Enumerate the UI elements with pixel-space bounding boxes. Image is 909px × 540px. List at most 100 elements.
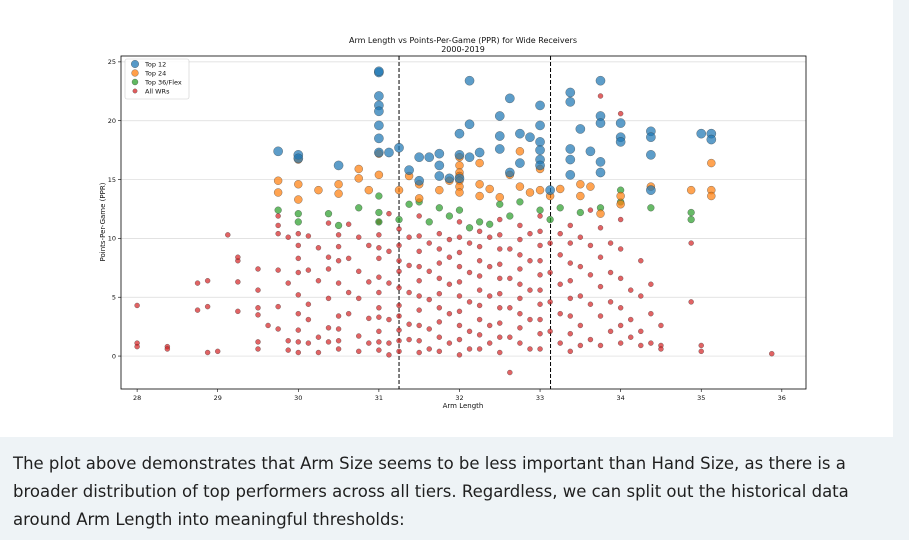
point-s3-26 <box>275 267 281 273</box>
point-s3-221 <box>567 313 573 319</box>
point-s3-198 <box>537 228 543 234</box>
point-s0-5 <box>374 66 384 77</box>
point-s3-127 <box>436 260 442 266</box>
point-s3-181 <box>507 334 513 340</box>
point-s0-58 <box>646 132 656 142</box>
point-s2-9 <box>395 216 403 224</box>
point-s2-28 <box>687 208 695 217</box>
point-s3-83 <box>376 289 382 296</box>
legend-marker-top12 <box>131 60 139 68</box>
point-s3-211 <box>557 231 563 237</box>
y-tick-label-4: 20 <box>108 117 116 125</box>
point-s3-111 <box>416 233 422 239</box>
chart-subtitle: 2000-2019 <box>441 45 485 54</box>
point-s3-267 <box>698 348 704 354</box>
point-s0-35 <box>535 100 545 111</box>
point-s3-86 <box>376 328 382 334</box>
point-s3-133 <box>436 348 442 354</box>
point-s3-158 <box>476 287 483 293</box>
point-s0-16 <box>424 152 434 162</box>
point-s3-204 <box>537 316 543 323</box>
point-s3-64 <box>335 346 342 352</box>
point-s3-244 <box>617 111 624 117</box>
point-s3-205 <box>537 331 543 337</box>
point-s3-225 <box>577 263 584 270</box>
point-s3-176 <box>497 334 503 340</box>
point-s3-233 <box>587 336 594 343</box>
point-s3-35 <box>295 255 301 262</box>
scatter-chart: Arm Length vs Points-Per-Game (PPR) for … <box>99 36 807 410</box>
point-s3-219 <box>567 278 573 284</box>
point-s3-125 <box>436 231 442 237</box>
point-s0-12 <box>384 147 394 158</box>
point-s3-186 <box>517 266 523 272</box>
point-s3-174 <box>497 305 503 311</box>
legend-marker-top36 <box>131 78 139 86</box>
point-s3-46 <box>305 340 312 346</box>
point-s3-168 <box>497 216 503 223</box>
point-s3-33 <box>295 231 301 237</box>
point-s3-156 <box>476 258 483 264</box>
point-s3-157 <box>476 273 483 279</box>
point-s3-143 <box>456 279 463 285</box>
point-s0-17 <box>434 148 445 159</box>
point-s3-182 <box>507 369 513 376</box>
point-s3-25 <box>275 231 281 237</box>
point-s2-6 <box>375 192 383 200</box>
point-s3-175 <box>497 320 503 326</box>
point-s1-24 <box>455 188 464 197</box>
point-s3-50 <box>315 349 322 356</box>
point-s3-230 <box>587 242 594 249</box>
point-s3-177 <box>497 349 503 356</box>
point-s0-15 <box>414 152 424 162</box>
point-s0-13 <box>394 143 404 153</box>
point-s0-9 <box>374 120 384 131</box>
point-s3-241 <box>607 269 614 276</box>
x-axis-label: Arm Length <box>443 402 484 410</box>
point-s1-35 <box>535 185 545 195</box>
point-s1-12 <box>374 170 384 179</box>
point-s1-6 <box>334 180 343 189</box>
point-s1-47 <box>707 191 716 201</box>
point-s3-154 <box>476 228 483 234</box>
point-s3-100 <box>396 302 402 309</box>
point-s3-134 <box>446 236 453 243</box>
x-tick-label-1: 29 <box>214 394 222 402</box>
point-s0-20 <box>444 173 455 184</box>
point-s2-29 <box>687 216 695 224</box>
point-s2-27 <box>647 204 655 212</box>
legend-box <box>124 58 190 100</box>
point-s3-77 <box>366 340 372 346</box>
point-s0-10 <box>374 133 384 144</box>
point-s3-179 <box>507 275 513 282</box>
point-s3-251 <box>628 287 634 293</box>
point-s0-63 <box>706 134 717 145</box>
point-s3-45 <box>305 316 312 323</box>
point-s3-94 <box>386 352 392 358</box>
point-s3-145 <box>456 308 463 314</box>
point-s0-38 <box>535 145 545 155</box>
point-s3-20 <box>255 339 261 345</box>
point-s3-197 <box>537 213 543 219</box>
point-s3-92 <box>386 316 392 323</box>
point-s1-7 <box>334 189 343 198</box>
point-s3-160 <box>476 316 483 323</box>
plot-frame <box>120 55 807 390</box>
point-s3-234 <box>597 93 604 99</box>
point-s3-254 <box>638 258 644 264</box>
x-tick-label-6: 34 <box>617 394 625 402</box>
data-points <box>134 66 775 376</box>
point-s3-199 <box>537 242 543 249</box>
point-s3-268 <box>769 351 775 357</box>
legend-label-top24: Top 24 <box>144 70 166 78</box>
x-tick-label-3: 31 <box>375 394 383 402</box>
point-s3-47 <box>315 245 322 251</box>
point-s3-52 <box>325 254 332 260</box>
point-s3-56 <box>325 339 332 345</box>
point-s3-28 <box>275 326 281 332</box>
point-s3-236 <box>597 254 604 260</box>
point-s0-21 <box>454 128 465 139</box>
point-s3-81 <box>376 255 382 262</box>
point-s2-19 <box>516 198 524 206</box>
point-s0-34 <box>525 132 535 142</box>
